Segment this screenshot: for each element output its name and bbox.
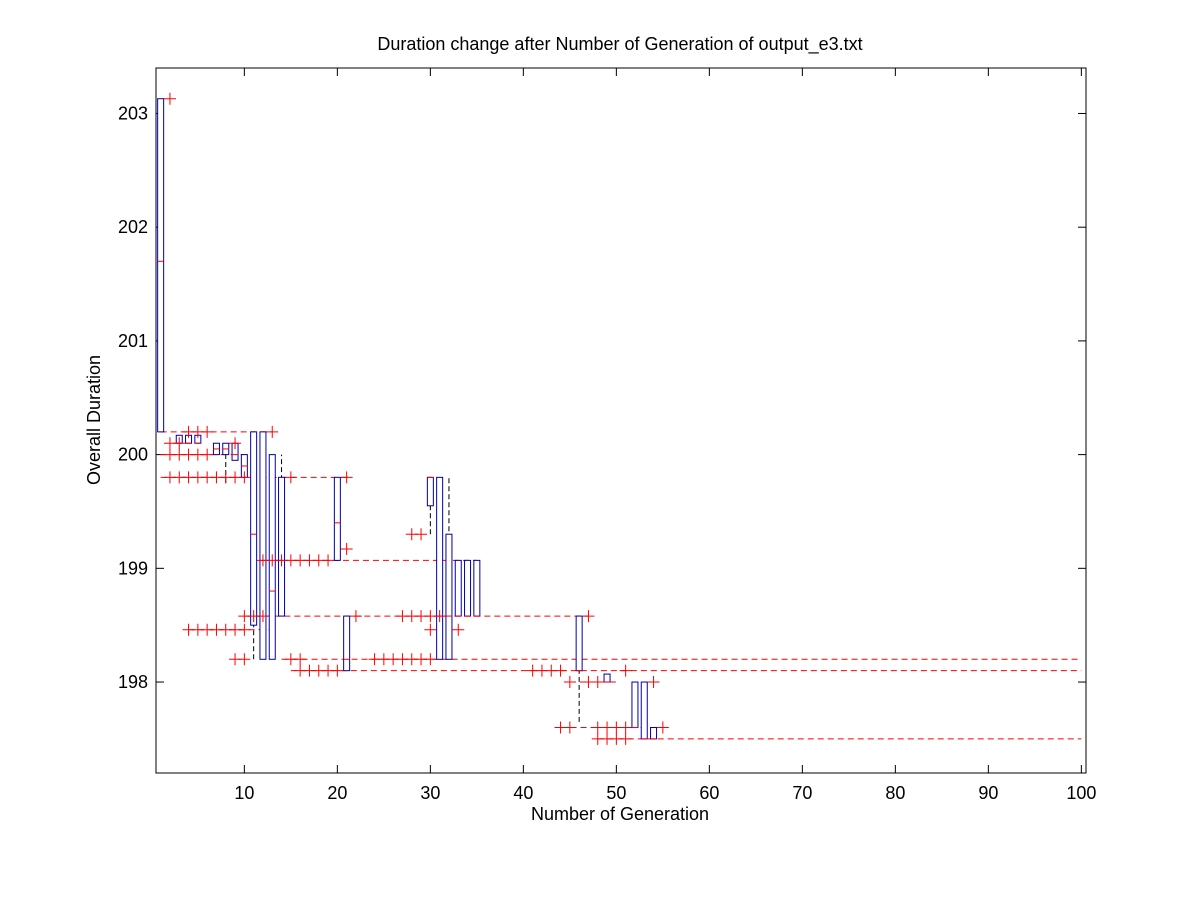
outlier (256, 610, 269, 623)
outlier (163, 92, 176, 105)
outlier (563, 721, 576, 734)
outlier (201, 425, 214, 438)
y-tick-label: 202 (118, 217, 148, 237)
x-tick-label: 70 (792, 783, 812, 803)
y-tick-label: 200 (118, 445, 148, 465)
outlier (424, 653, 437, 666)
outlier (173, 437, 186, 450)
outlier (582, 610, 595, 623)
outlier (647, 676, 660, 689)
x-tick-label: 10 (234, 783, 254, 803)
box (436, 476, 444, 660)
x-tick-label: 100 (1066, 783, 1096, 803)
box (333, 476, 341, 561)
box (640, 681, 648, 740)
outlier (294, 653, 307, 666)
box (250, 431, 258, 626)
box (445, 533, 453, 660)
y-tick-label: 198 (118, 672, 148, 692)
outlier (452, 623, 465, 636)
box (575, 615, 583, 672)
outlier (656, 721, 669, 734)
box (426, 476, 434, 507)
outlier (331, 664, 344, 677)
x-tick-label: 90 (978, 783, 998, 803)
outlier (229, 437, 242, 450)
outlier (238, 471, 251, 484)
outlier (619, 732, 632, 745)
x-tick-label: 80 (885, 783, 905, 803)
outlier (424, 623, 437, 636)
x-tick-label: 50 (606, 783, 626, 803)
x-tick-label: 40 (513, 783, 533, 803)
outlier (619, 664, 632, 677)
x-tick-label: 20 (327, 783, 347, 803)
chart-title: Duration change after Number of Generati… (377, 34, 862, 55)
outlier (284, 471, 297, 484)
box (343, 615, 351, 672)
outlier (619, 721, 632, 734)
x-axis-label: Number of Generation (531, 804, 709, 824)
box (464, 559, 472, 617)
outlier (349, 610, 362, 623)
x-tick-label: 60 (699, 783, 719, 803)
outlier (340, 542, 353, 555)
outlier (238, 623, 251, 636)
outlier (554, 664, 567, 677)
y-tick-label: 199 (118, 558, 148, 578)
box (454, 559, 462, 617)
outlier (201, 448, 214, 461)
box (278, 476, 286, 617)
outlier (563, 676, 576, 689)
outlier (266, 425, 279, 438)
outlier (322, 554, 335, 567)
box (631, 681, 639, 729)
outlier (591, 676, 604, 689)
outlier (238, 653, 251, 666)
outlier (415, 528, 428, 541)
box (603, 673, 611, 683)
y-tick-label: 201 (118, 331, 148, 351)
x-tick-label: 30 (420, 783, 440, 803)
y-axis-label: Overall Duration (84, 355, 104, 485)
box (473, 559, 481, 617)
outlier (340, 471, 353, 484)
plot-area (155, 67, 1087, 774)
y-tick-label: 203 (118, 103, 148, 123)
outlier (433, 610, 446, 623)
box (650, 727, 658, 740)
box (157, 98, 165, 433)
box (259, 431, 267, 660)
